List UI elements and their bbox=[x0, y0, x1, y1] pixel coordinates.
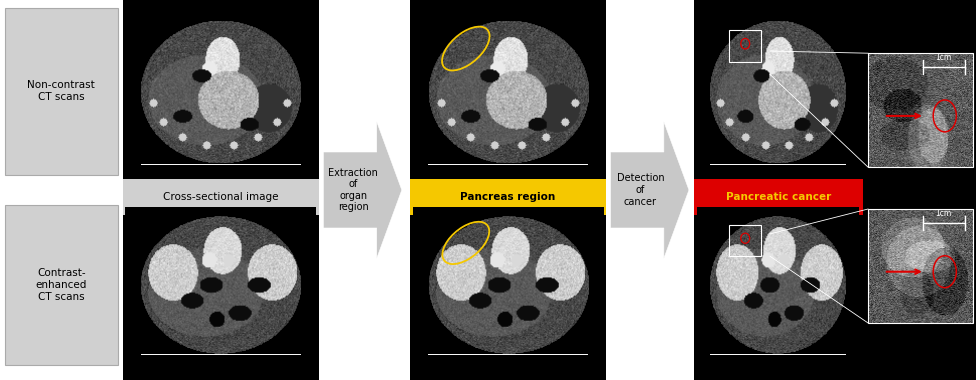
Text: Non-contrast
CT scans: Non-contrast CT scans bbox=[27, 81, 95, 102]
Bar bbox=[410, 0, 606, 380]
Bar bbox=[868, 209, 973, 323]
Bar bbox=[122, 179, 318, 215]
Text: Contrast-
enhanced
CT scans: Contrast- enhanced CT scans bbox=[35, 268, 87, 302]
Text: Cross-sectional image: Cross-sectional image bbox=[163, 192, 278, 202]
Text: Pancreatic cancer: Pancreatic cancer bbox=[726, 192, 831, 202]
Bar bbox=[729, 30, 761, 62]
Bar bbox=[122, 0, 318, 380]
Text: 1cm: 1cm bbox=[936, 53, 952, 62]
Bar bbox=[868, 53, 973, 167]
Text: 1cm: 1cm bbox=[936, 209, 952, 218]
Text: Pancreas region: Pancreas region bbox=[460, 192, 556, 202]
Polygon shape bbox=[611, 122, 689, 258]
Bar bbox=[5, 8, 118, 175]
Bar bbox=[694, 0, 976, 380]
Bar bbox=[694, 179, 863, 215]
Polygon shape bbox=[323, 122, 402, 258]
Text: Detection
of
cancer: Detection of cancer bbox=[616, 173, 664, 207]
Bar bbox=[5, 205, 118, 365]
Bar bbox=[729, 225, 761, 256]
Bar bbox=[410, 179, 606, 215]
Text: Extraction
of
organ
region: Extraction of organ region bbox=[328, 168, 378, 212]
